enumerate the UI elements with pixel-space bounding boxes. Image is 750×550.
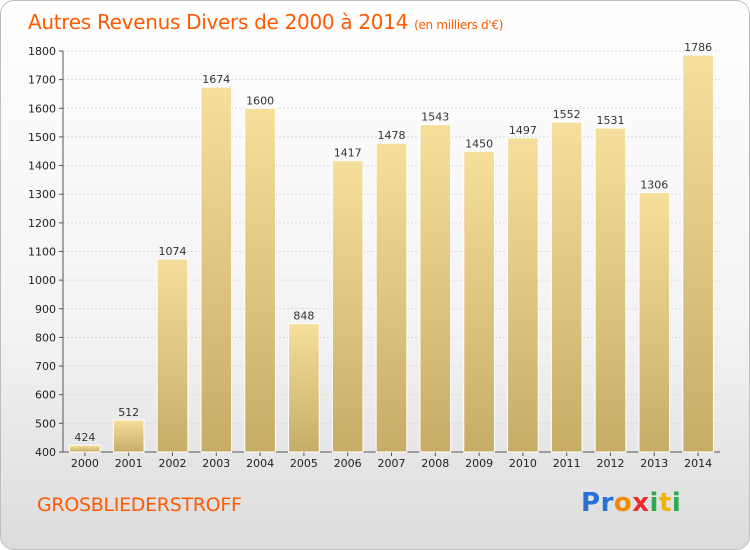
x-tick-label: 2009 <box>465 457 493 470</box>
y-tick-label: 1700 <box>28 74 56 87</box>
x-tick-label: 2007 <box>378 457 406 470</box>
bar-value-label: 1600 <box>246 94 274 107</box>
y-tick-label: 1200 <box>28 217 56 230</box>
y-tick-label: 1400 <box>28 160 56 173</box>
x-tick-label: 2012 <box>597 457 625 470</box>
bar-value-label: 1543 <box>421 111 449 124</box>
bar[interactable] <box>112 419 145 453</box>
x-tick-label: 2000 <box>71 457 99 470</box>
proxiti-logo[interactable]: Proxiti <box>581 488 681 518</box>
bar[interactable] <box>507 137 539 453</box>
y-tick-label: 1300 <box>28 188 56 201</box>
bar[interactable] <box>375 142 408 453</box>
bar-value-label: 1531 <box>597 114 625 127</box>
bar[interactable] <box>156 258 189 453</box>
y-tick-label: 1000 <box>28 274 56 287</box>
x-tick-label: 2010 <box>509 457 537 470</box>
logo-letter: x <box>632 488 650 518</box>
logo-letter: r <box>600 488 614 518</box>
bar[interactable] <box>419 124 452 453</box>
bar[interactable] <box>331 160 364 453</box>
bar-value-label: 1786 <box>684 41 712 54</box>
chart-title: Autres Revenus Divers de 2000 à 2014 (en … <box>28 10 503 34</box>
bar-value-label: 1417 <box>334 147 362 160</box>
x-tick-label: 2003 <box>202 457 230 470</box>
y-tick-label: 1500 <box>28 131 56 144</box>
bar-value-label: 1674 <box>202 73 230 86</box>
y-tick-label: 400 <box>35 446 56 459</box>
bar[interactable] <box>463 150 495 453</box>
bar-value-label: 424 <box>74 431 95 444</box>
y-tick-label: 900 <box>35 303 56 316</box>
bar[interactable] <box>682 54 714 453</box>
x-tick-label: 2013 <box>640 457 668 470</box>
y-tick-label: 1600 <box>28 102 56 115</box>
x-tick-label: 2011 <box>553 457 581 470</box>
x-tick-label: 2006 <box>334 457 362 470</box>
logo-letter: i <box>649 488 659 518</box>
y-tick-label: 800 <box>35 331 56 344</box>
bar-value-label: 1074 <box>159 245 187 258</box>
bar-value-label: 1478 <box>378 129 406 142</box>
bar[interactable] <box>200 86 233 453</box>
y-tick-label: 600 <box>35 389 56 402</box>
x-tick-label: 2005 <box>290 457 318 470</box>
y-tick-label: 700 <box>35 360 56 373</box>
y-tick-label: 500 <box>35 417 56 430</box>
bar-value-label: 1306 <box>640 178 668 191</box>
x-tick-label: 2004 <box>246 457 274 470</box>
y-tick-label: 1100 <box>28 246 56 259</box>
logo-letter: i <box>671 488 682 518</box>
bar[interactable] <box>638 191 671 453</box>
logo-letter: P <box>581 488 601 518</box>
bar[interactable] <box>244 107 276 453</box>
bar-value-label: 848 <box>293 310 314 323</box>
x-tick-label: 2008 <box>421 457 449 470</box>
bar[interactable] <box>69 444 101 453</box>
bar-value-label: 1497 <box>509 124 537 137</box>
logo-letter: t <box>658 488 672 518</box>
bar[interactable] <box>594 127 627 453</box>
bar[interactable] <box>550 121 583 453</box>
y-tick-label: 1800 <box>28 45 56 58</box>
bar-value-label: 512 <box>118 406 139 419</box>
commune-name: GROSBLIEDERSTROFF <box>37 494 242 516</box>
bar[interactable] <box>288 323 320 453</box>
chart-unit: (en milliers d'€) <box>414 18 504 32</box>
chart-title-text: Autres Revenus Divers de 2000 à 2014 <box>28 10 409 34</box>
bar-value-label: 1450 <box>465 137 493 150</box>
x-tick-label: 2014 <box>684 457 712 470</box>
x-tick-label: 2002 <box>159 457 187 470</box>
bar-value-label: 1552 <box>553 108 581 121</box>
logo-letter: o <box>613 488 633 518</box>
x-tick-label: 2001 <box>115 457 143 470</box>
